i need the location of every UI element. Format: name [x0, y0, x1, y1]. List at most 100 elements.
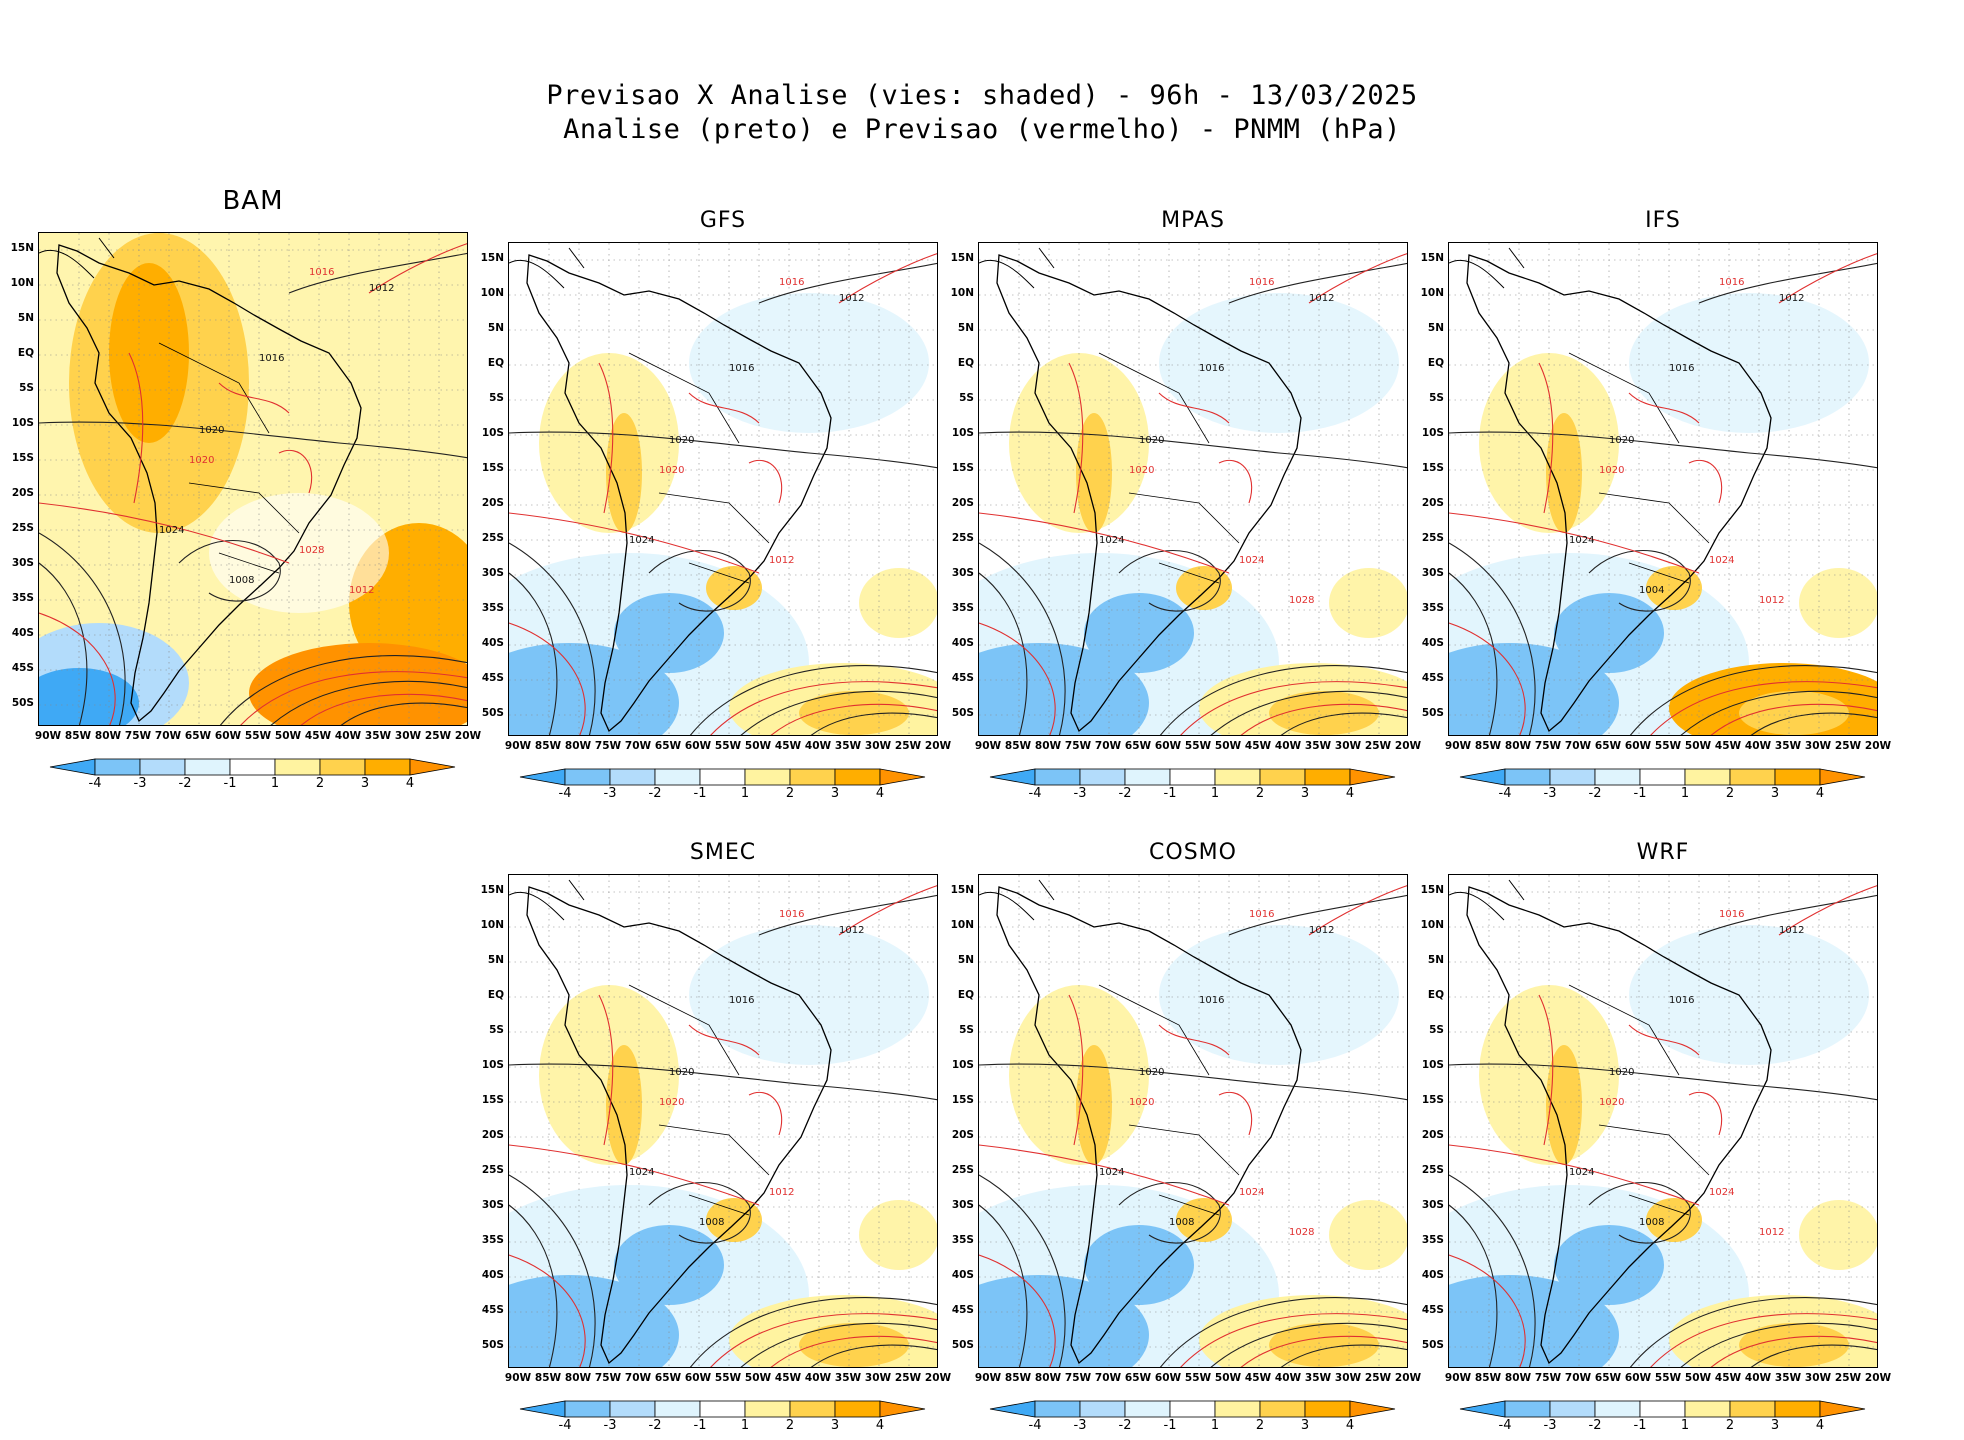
map-frame: 1012 1016 1020 1024 1016 1020 1012 [508, 242, 938, 736]
lat-tick-label: 15N [1420, 252, 1444, 264]
isobar-label-analysis: 1016 [729, 995, 754, 1006]
isobar-analysis [758, 262, 937, 304]
isobar-analysis [740, 690, 937, 735]
isobars: 1012 1016 1020 1024 1016 1020 1024 1028 [979, 253, 1407, 735]
isobar-forecast [979, 622, 1056, 735]
isobar-analysis [1698, 894, 1877, 936]
lat-tick-label: 15N [950, 884, 974, 896]
bias-area [509, 1275, 679, 1367]
isobar-label-analysis: 1004 [1639, 585, 1664, 596]
colorbar-swatch [789, 768, 836, 786]
bias-area [1159, 925, 1399, 1065]
colorbar-label: 1 [740, 1418, 750, 1433]
isobar-label-forecast: 1016 [1719, 909, 1744, 920]
lat-tick-label: 5N [1427, 954, 1444, 966]
lon-tick-label: 30W [394, 730, 422, 742]
isobar-forecast [1240, 1335, 1407, 1367]
isobar-forecast [1650, 681, 1877, 735]
map-canvas: 1012 1016 1020 1024 1016 1020 1012 [509, 243, 937, 735]
isobar-forecast [1449, 1254, 1526, 1367]
bias-area [1799, 568, 1877, 638]
lon-tick-label: 20W [1864, 1372, 1892, 1384]
colorbar-swatch [699, 1400, 746, 1418]
colorbar-swatch [1349, 768, 1396, 786]
lat-tick-label: 5S [959, 392, 974, 404]
lon-tick-label: 55W [1184, 1372, 1212, 1384]
colorbar-label: 3 [1770, 1418, 1780, 1433]
isobar-analysis [509, 572, 558, 735]
bias-area [1546, 1045, 1582, 1165]
isobar-label-forecast: 1028 [299, 545, 324, 556]
colorbar-swatch [744, 768, 791, 786]
lon-tick-label: 65W [1594, 1372, 1622, 1384]
figure-title-line1: Previsao X Analise (vies: shaded) - 96h … [546, 80, 1418, 111]
lat-tick-label: 50S [951, 707, 974, 719]
isobar-label-forecast: 1012 [769, 555, 794, 566]
isobar-label-analysis: 1016 [729, 363, 754, 374]
isobar-label-analysis: 1024 [1569, 1167, 1594, 1178]
lat-tick-label: 5S [489, 1024, 504, 1036]
lat-tick-label: 20S [1421, 1129, 1444, 1141]
lon-tick-label: 55W [1654, 1372, 1682, 1384]
lat-tick-label: 50S [481, 707, 504, 719]
lat-tick-label: 15S [1421, 462, 1444, 474]
colorbar-label: -3 [1543, 1418, 1557, 1433]
colorbar-label: 4 [1345, 1418, 1355, 1433]
isobar-label-analysis: 1012 [839, 925, 864, 936]
colorbar-swatch [989, 768, 1036, 786]
map-canvas: 1012 1016 1020 1024 1016 1020 1024 1028 [979, 243, 1407, 735]
isobar-analysis [1118, 549, 1221, 612]
colorbar-label: 3 [1300, 786, 1310, 801]
lon-tick-label: 50W [1684, 1372, 1712, 1384]
colorbar-label: -2 [648, 786, 662, 801]
lat-tick-label: 20S [481, 497, 504, 509]
map-frame: 1012 1016 1020 1024 1016 1020 1024 1028 [978, 242, 1408, 736]
lon-tick-label: 85W [534, 740, 562, 752]
figure-title-line2: Analise (preto) e Previsao (vermelho) - … [563, 114, 1401, 145]
lat-tick-label: 30S [951, 567, 974, 579]
isobar-analysis [1449, 1174, 1536, 1367]
isobar-analysis [1228, 262, 1407, 304]
bias-area [1449, 643, 1619, 735]
colorbar-label: -2 [1118, 1418, 1132, 1433]
colorbar-label: -4 [1498, 786, 1512, 801]
lon-tick-label: 85W [64, 730, 92, 742]
lon-tick-label: 80W [1504, 740, 1532, 752]
lat-tick-label: 10N [480, 919, 504, 931]
colorbar-swatch [519, 1400, 566, 1418]
lat-tick-label: 35S [951, 1234, 974, 1246]
colorbar-swatch [834, 768, 881, 786]
bias-area [1084, 1225, 1194, 1305]
colorbar-label: -4 [558, 786, 572, 801]
isobar-label-forecast: 1016 [779, 277, 804, 288]
colorbar-label: 2 [1255, 786, 1265, 801]
lat-tick-label: 15S [951, 1094, 974, 1106]
bias-area [109, 263, 189, 443]
lat-tick-label: 20S [11, 487, 34, 499]
lon-tick-label: 30W [864, 1372, 892, 1384]
lat-tick-label: 5S [1429, 392, 1444, 404]
lon-tick-label: 40W [334, 730, 362, 742]
isobar-label-forecast: 1016 [1719, 277, 1744, 288]
isobar-forecast [509, 512, 760, 574]
colorbar-label: -1 [693, 1418, 707, 1433]
map-frame: 1012 1016 1020 1024 1008 1016 1020 1024 1012 [1448, 874, 1878, 1368]
lat-tick-label: 20S [1421, 497, 1444, 509]
lon-tick-label: 60W [1154, 1372, 1182, 1384]
isobar-analysis [1228, 894, 1407, 936]
isobar-analysis [1629, 1297, 1877, 1367]
bias-area [1546, 413, 1582, 533]
colorbar-swatch [184, 758, 231, 776]
panel-title: SMEC [689, 840, 757, 865]
isobar-analysis [1159, 1297, 1407, 1367]
colorbar-swatch [654, 1400, 701, 1418]
isobar-forecast [1180, 1313, 1407, 1367]
lon-tick-label: 70W [1094, 740, 1122, 752]
colorbar-label: -1 [1633, 786, 1647, 801]
colorbar-swatch [1034, 768, 1081, 786]
lat-tick-label: 45S [1421, 672, 1444, 684]
bias-area [1159, 293, 1399, 433]
isobar-forecast [1778, 885, 1877, 936]
bias-area [706, 1198, 762, 1242]
panel-title: WRF [1636, 840, 1690, 865]
